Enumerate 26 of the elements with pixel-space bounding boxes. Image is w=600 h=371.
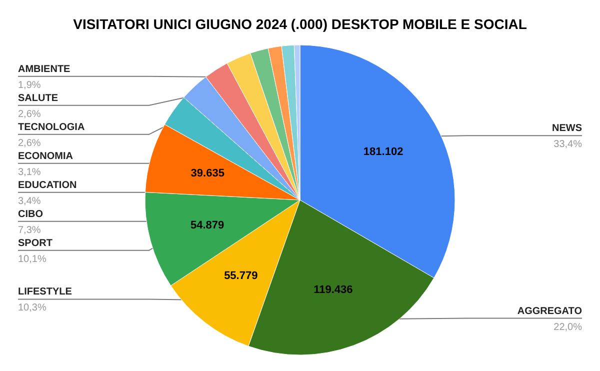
slice-label: AMBIENTE <box>18 64 71 75</box>
text: 1,9% <box>18 80 41 91</box>
chart-title: VISITATORI UNICI GIUGNO 2024 (.000) DESKTOP MOBILE E SOCIAL <box>73 16 528 32</box>
slice-label: CIBO <box>18 208 44 220</box>
slice-label: SPORT <box>18 238 52 249</box>
text: 33,4% <box>554 139 582 150</box>
data-label: 55.779 <box>224 270 258 282</box>
slice-label: EDUCATION <box>18 180 77 191</box>
text: 2,6% <box>18 138 41 149</box>
text: 3,4% <box>18 196 41 207</box>
slice-label: AGGREGATO <box>517 306 582 317</box>
data-label: 181.102 <box>363 146 404 158</box>
slice-label: TECNOLOGIA <box>18 122 85 133</box>
text: 10,1% <box>18 254 46 265</box>
text: 7,3% <box>18 224 41 236</box>
text: 3,1% <box>18 166 41 178</box>
text: 2,6% <box>18 108 41 120</box>
data-label: 119.436 <box>314 284 353 296</box>
text: 22,0% <box>554 322 582 333</box>
slice-label: ECONOMIA <box>18 150 73 162</box>
text: 10,3% <box>18 302 46 314</box>
slice-label: NEWS <box>552 123 582 134</box>
slice-label: SALUTE <box>18 92 58 104</box>
slice-label: LIFESTYLE <box>18 286 72 298</box>
data-label: 54.879 <box>190 219 224 232</box>
data-label: 39.635 <box>190 167 224 180</box>
